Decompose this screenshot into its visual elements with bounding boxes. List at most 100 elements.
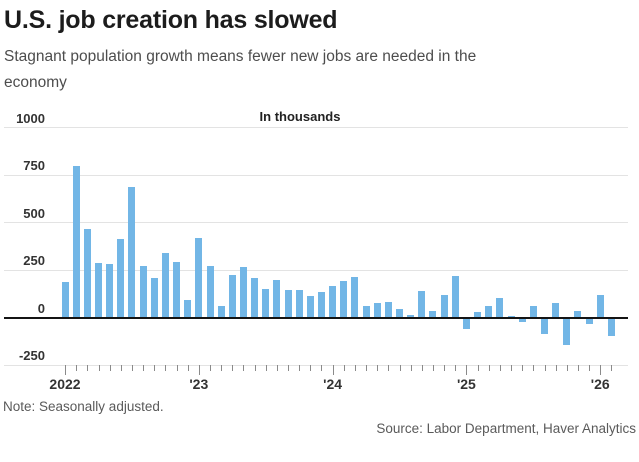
x-axis-month-tick [444, 365, 446, 371]
bar [83, 229, 91, 318]
x-axis-month-tick [76, 365, 78, 371]
gridline [4, 222, 628, 224]
x-axis-month-tick [488, 365, 490, 371]
bar [496, 297, 504, 318]
x-axis-year-tick [466, 365, 468, 375]
bar [273, 279, 281, 318]
bar [95, 263, 102, 318]
bar [306, 295, 314, 318]
x-axis-month-tick [98, 365, 100, 371]
bar [429, 310, 437, 318]
x-axis-month-tick [589, 365, 591, 371]
x-axis-month-tick [421, 365, 423, 371]
x-axis-month-tick [499, 365, 501, 371]
bar [284, 290, 292, 318]
bar [295, 290, 303, 318]
y-axis-label: 250 [23, 253, 45, 269]
bar [574, 310, 582, 318]
bar [462, 318, 470, 329]
x-axis-month-tick [544, 365, 546, 371]
bar [239, 267, 247, 318]
bar [407, 314, 415, 318]
x-axis-year-tick [600, 365, 602, 375]
x-axis-month-tick [131, 365, 133, 371]
bar [195, 237, 203, 318]
bar [474, 311, 482, 318]
gridline [4, 364, 628, 366]
zero-baseline [4, 316, 628, 319]
x-axis-month-tick [210, 365, 211, 371]
x-axis-month-tick [354, 365, 356, 371]
bar [373, 303, 381, 318]
y-axis-label: 0 [37, 300, 45, 316]
bar [485, 306, 493, 318]
bar [418, 290, 426, 318]
x-axis-month-tick [377, 365, 379, 371]
x-axis-month-tick [343, 365, 345, 371]
bar [262, 289, 270, 318]
x-axis-month-tick [165, 365, 167, 371]
x-axis-month-tick [566, 365, 568, 371]
x-axis-month-tick [410, 365, 412, 371]
x-axis-month-tick [533, 365, 535, 371]
y-axis-label: -250 [18, 347, 45, 363]
x-axis-month-tick [154, 365, 156, 371]
bar [541, 318, 548, 334]
x-axis-month-tick [399, 365, 401, 371]
x-axis-month-tick [388, 365, 390, 371]
x-axis-month-tick [221, 365, 223, 371]
bar [117, 238, 125, 318]
x-axis-month-tick [511, 365, 512, 371]
x-axis-month-tick [555, 365, 557, 371]
x-axis-month-tick [109, 365, 111, 371]
x-axis-month-tick [310, 365, 312, 371]
chart-title: U.S. job creation has slowed [4, 6, 338, 34]
bar [106, 264, 114, 318]
bar [384, 302, 392, 318]
gridline [4, 127, 628, 129]
bar [317, 291, 325, 318]
bar [139, 266, 147, 318]
x-axis-month-tick [265, 365, 267, 371]
bar [362, 306, 370, 318]
x-axis-month-tick [366, 365, 368, 371]
x-axis-month-tick [611, 365, 613, 371]
x-axis-month-tick [243, 365, 245, 371]
y-axis-label: 500 [23, 205, 45, 221]
x-axis-month-tick [321, 365, 323, 371]
bar [72, 165, 80, 318]
x-axis-month-tick [143, 365, 145, 371]
x-axis-month-tick [232, 365, 234, 371]
x-axis-month-tick [176, 365, 178, 371]
x-axis-year-label: '26 [590, 376, 610, 392]
x-axis-month-tick [477, 365, 479, 371]
bar [396, 309, 403, 318]
bar [184, 299, 192, 318]
bar [150, 277, 158, 318]
bar [451, 275, 459, 318]
x-axis-year-tick [332, 365, 334, 375]
bar [61, 282, 69, 318]
x-axis-month-tick [187, 365, 189, 371]
bar [173, 262, 180, 318]
bar [228, 274, 236, 318]
bar [251, 277, 259, 318]
bar [607, 318, 615, 336]
bar [552, 303, 560, 318]
x-axis-year-label: '24 [323, 376, 343, 392]
x-axis-month-tick [577, 365, 579, 371]
bar [351, 276, 359, 318]
x-axis-month-tick [432, 365, 434, 371]
x-axis-month-tick [87, 365, 89, 371]
x-axis-year-tick [65, 365, 66, 375]
x-axis-year-tick [198, 365, 200, 375]
bar [563, 318, 571, 346]
bar [529, 306, 537, 318]
x-axis-year-label: 2022 [49, 376, 81, 392]
gridline [4, 269, 628, 271]
chart-note: Note: Seasonally adjusted. [3, 399, 164, 414]
chart-subtitle: Stagnant population growth means fewer n… [4, 48, 477, 91]
bar [217, 306, 225, 318]
chart-unit-label: In thousands [259, 109, 341, 124]
